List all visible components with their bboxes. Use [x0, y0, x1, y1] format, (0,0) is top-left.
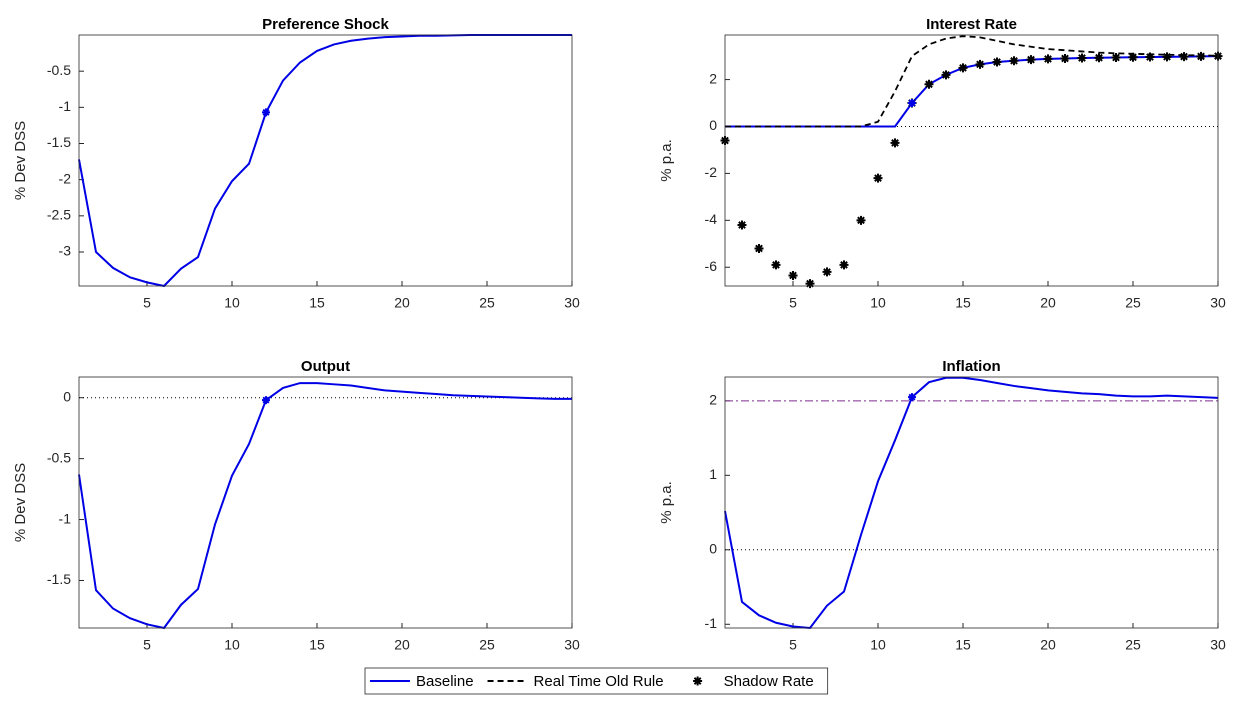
highlight-marker — [908, 99, 916, 108]
marker — [805, 279, 815, 289]
marker — [1060, 53, 1070, 63]
axes-box — [78, 34, 573, 287]
x-tick-label: 20 — [1040, 637, 1056, 653]
x-tick-label: 5 — [789, 295, 797, 311]
series-line — [78, 382, 572, 630]
y-tick-label: 2 — [709, 70, 717, 86]
x-tick-label: 30 — [1210, 637, 1226, 653]
highlight-marker — [262, 396, 270, 405]
y-tick-label: -1 — [59, 98, 72, 114]
y-tick-label: -2 — [705, 164, 718, 180]
series-line — [725, 35, 1219, 128]
marker — [1043, 54, 1053, 64]
y-tick-label: 0 — [709, 117, 717, 133]
marker — [941, 70, 951, 80]
marker — [1128, 52, 1138, 62]
y-tick-label: -4 — [705, 211, 718, 227]
x-tick-label: 25 — [479, 637, 495, 653]
y-axis-label: % Dev DSS — [12, 121, 29, 200]
legend-box — [364, 667, 829, 695]
marker — [890, 138, 900, 148]
legend-label: Real Time Old Rule — [534, 673, 664, 690]
marker — [924, 79, 934, 89]
marker — [958, 63, 968, 73]
legend-marker — [693, 676, 703, 686]
y-tick-label: -0.5 — [47, 62, 71, 78]
x-tick-label: 25 — [479, 295, 495, 311]
y-tick-label: 0 — [63, 388, 71, 404]
series-line — [725, 55, 1219, 128]
axes-box — [78, 376, 573, 629]
legend: Baseline Real Time Old Rule Shadow Rate — [364, 667, 829, 695]
x-tick-label: 20 — [394, 637, 410, 653]
x-tick-label: 30 — [564, 637, 580, 653]
marker — [788, 270, 798, 280]
marker — [1009, 56, 1019, 66]
marker — [975, 59, 985, 69]
series-line — [724, 376, 1219, 630]
x-tick-label: 25 — [1125, 295, 1141, 311]
x-tick-label: 10 — [870, 637, 886, 653]
highlight-marker — [262, 108, 270, 117]
marker — [1026, 55, 1036, 65]
marker — [1077, 53, 1087, 63]
x-tick-label: 5 — [789, 637, 797, 653]
marker — [754, 243, 764, 253]
marker — [1162, 52, 1172, 62]
y-tick-label: -1.5 — [47, 571, 71, 587]
marker — [839, 260, 849, 270]
y-tick-label: 2 — [709, 392, 717, 408]
marker — [822, 267, 832, 277]
x-tick-label: 15 — [955, 637, 971, 653]
axes-box — [724, 34, 1219, 287]
chart-title: Output — [301, 358, 350, 375]
x-tick-label: 20 — [1040, 295, 1056, 311]
y-tick-label: -3 — [59, 243, 72, 259]
x-tick-label: 15 — [955, 295, 971, 311]
marker — [771, 260, 781, 270]
marker — [737, 220, 747, 230]
x-tick-label: 30 — [564, 295, 580, 311]
x-tick-label: 15 — [309, 637, 325, 653]
y-tick-label: -1 — [705, 615, 718, 631]
x-tick-label: 15 — [309, 295, 325, 311]
marker — [1111, 53, 1121, 63]
y-tick-label: -2.5 — [47, 207, 71, 223]
y-tick-label: 1 — [709, 466, 717, 482]
x-tick-label: 10 — [224, 637, 240, 653]
y-tick-label: -1.5 — [47, 134, 71, 150]
x-tick-label: 30 — [1210, 295, 1226, 311]
marker — [856, 215, 866, 225]
chart-title: Interest Rate — [926, 16, 1017, 33]
y-tick-label: -2 — [59, 170, 72, 186]
y-tick-label: -6 — [705, 258, 718, 274]
y-tick-label: -0.5 — [47, 449, 71, 465]
chart-title: Preference Shock — [262, 16, 389, 33]
chart-title: Inflation — [942, 358, 1000, 375]
y-tick-label: 0 — [709, 540, 717, 556]
marker — [1196, 51, 1206, 61]
marker — [1145, 52, 1155, 62]
x-tick-label: 20 — [394, 295, 410, 311]
highlight-marker — [908, 393, 916, 402]
legend-label: Baseline — [416, 673, 474, 690]
x-tick-label: 5 — [143, 637, 151, 653]
x-tick-label: 5 — [143, 295, 151, 311]
series-line — [78, 34, 572, 288]
x-tick-label: 10 — [224, 295, 240, 311]
marker — [992, 57, 1002, 67]
marker — [1179, 52, 1189, 62]
legend-label: Shadow Rate — [724, 673, 814, 690]
y-axis-label: % p.a. — [658, 481, 675, 524]
y-axis-label: % p.a. — [658, 139, 675, 182]
x-tick-label: 25 — [1125, 637, 1141, 653]
y-axis-label: % Dev DSS — [12, 463, 29, 542]
marker — [873, 173, 883, 183]
axes-box — [724, 376, 1219, 629]
x-tick-label: 10 — [870, 295, 886, 311]
y-tick-label: -1 — [59, 510, 72, 526]
marker — [1094, 53, 1104, 63]
